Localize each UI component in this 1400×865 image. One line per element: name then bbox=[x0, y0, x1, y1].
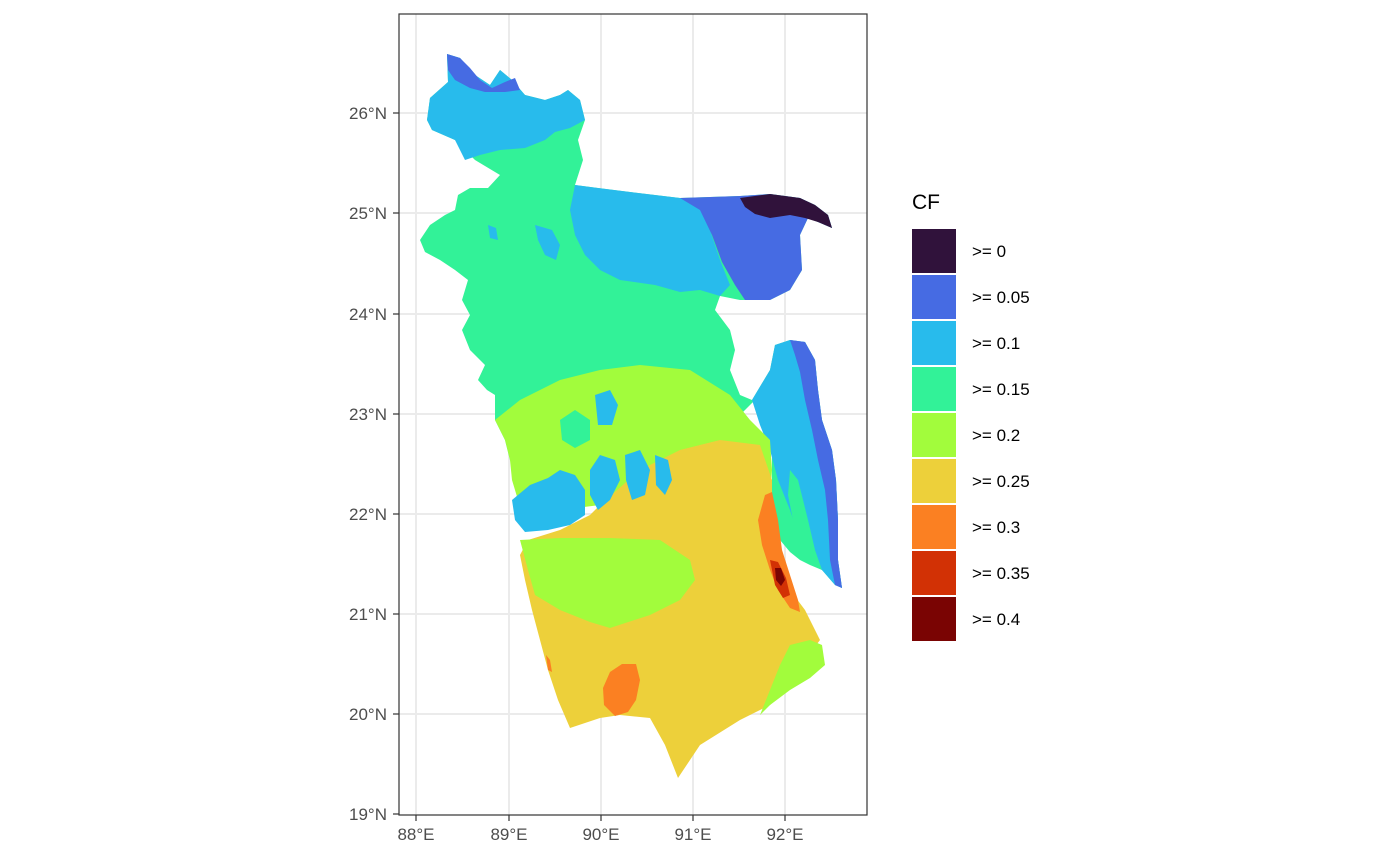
region-cf-020-southeast bbox=[760, 640, 825, 715]
x-tick-label: 92°E bbox=[766, 825, 803, 844]
region-cf-015-patch-h bbox=[560, 410, 590, 448]
region-cf-030-east bbox=[758, 492, 800, 612]
legend-key bbox=[912, 413, 956, 457]
legend-label: >= 0.15 bbox=[972, 380, 1030, 399]
y-tick-label: 22°N bbox=[349, 505, 387, 524]
x-tick-label: 88°E bbox=[397, 825, 434, 844]
y-tick-label: 19°N bbox=[349, 805, 387, 824]
legend-label: >= 0.2 bbox=[972, 426, 1020, 445]
x-tick-label: 91°E bbox=[674, 825, 711, 844]
legend-key bbox=[912, 551, 956, 595]
legend-label: >= 0.05 bbox=[972, 288, 1030, 307]
x-axis bbox=[415, 815, 786, 821]
legend-key bbox=[912, 367, 956, 411]
region-cf-010-patch-f bbox=[655, 455, 672, 495]
legend-key bbox=[912, 321, 956, 365]
legend-label: >= 0.3 bbox=[972, 518, 1020, 537]
legend-label: >= 0.1 bbox=[972, 334, 1020, 353]
legend-label: >= 0.25 bbox=[972, 472, 1030, 491]
map-regions bbox=[420, 54, 842, 778]
legend-items: >= 0 >= 0.05 >= 0.1 >= 0.15 >= 0.2 >= 0.25 >= … bbox=[912, 229, 1030, 641]
legend-key bbox=[912, 229, 956, 273]
y-tick-label: 25°N bbox=[349, 204, 387, 223]
legend-key bbox=[912, 275, 956, 319]
y-tick-label: 24°N bbox=[349, 305, 387, 324]
region-cf-010-patch-d bbox=[590, 455, 620, 510]
x-tick-labels: 88°E 89°E 90°E 91°E 92°E bbox=[397, 825, 803, 844]
region-cf-010-patch-e bbox=[625, 450, 650, 500]
region-cf-010-patch-a bbox=[535, 225, 560, 260]
region-cf-020-southwest bbox=[520, 538, 695, 628]
region-cf-015-east-strip bbox=[788, 470, 822, 570]
region-cf-025-south bbox=[520, 440, 820, 778]
legend-label: >= 0 bbox=[972, 242, 1006, 261]
y-tick-label: 26°N bbox=[349, 104, 387, 123]
legend: CF >= 0 >= 0.05 >= 0.1 >= 0.15 >= 0.2 >= 0.25… bbox=[912, 191, 1030, 641]
legend-label: >= 0.4 bbox=[972, 610, 1020, 629]
region-cf-010-central bbox=[570, 185, 730, 296]
x-tick-label: 90°E bbox=[582, 825, 619, 844]
region-cf-000-northeast bbox=[740, 194, 832, 228]
legend-key bbox=[912, 459, 956, 503]
legend-title: CF bbox=[912, 191, 940, 214]
legend-key bbox=[912, 505, 956, 549]
region-cf-005-east bbox=[790, 340, 842, 588]
region-cf-040-east bbox=[775, 568, 785, 586]
region-cf-010-patch-g bbox=[595, 390, 618, 425]
y-tick-label: 21°N bbox=[349, 605, 387, 624]
region-cf-030-west bbox=[546, 655, 552, 672]
region-cf-010-patch-c bbox=[512, 470, 585, 532]
region-cf-010-patch-b bbox=[488, 225, 498, 240]
y-tick-label: 23°N bbox=[349, 405, 387, 424]
region-cf-005-northeast bbox=[680, 194, 832, 300]
legend-label: >= 0.35 bbox=[972, 564, 1030, 583]
y-tick-labels: 19°N 20°N 21°N 22°N 23°N 24°N 25°N 26°N bbox=[349, 104, 387, 824]
region-cf-030-south bbox=[603, 664, 640, 716]
x-tick-label: 89°E bbox=[490, 825, 527, 844]
y-tick-label: 20°N bbox=[349, 705, 387, 724]
y-axis bbox=[393, 112, 399, 815]
legend-key bbox=[912, 597, 956, 641]
region-cf-005-north bbox=[447, 54, 520, 92]
